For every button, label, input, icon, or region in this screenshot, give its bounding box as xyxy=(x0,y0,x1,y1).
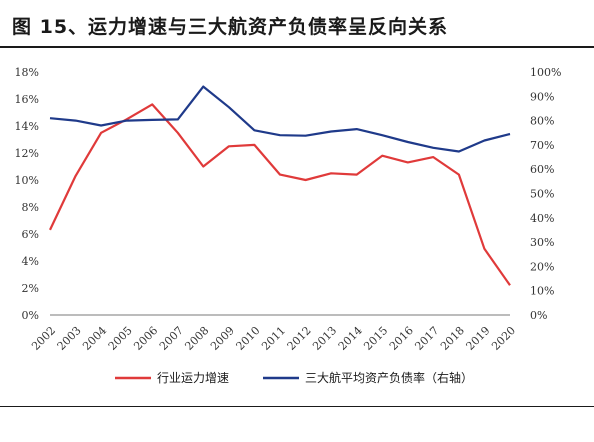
left-tick-label: 2% xyxy=(22,282,39,295)
x-tick-label: 2005 xyxy=(106,324,135,353)
legend-label-2: 三大航平均资产负债率（右轴） xyxy=(305,370,473,385)
x-tick-label: 2003 xyxy=(55,324,84,353)
x-tick-label: 2015 xyxy=(361,324,390,353)
left-tick-label: 18% xyxy=(15,66,39,79)
right-tick-label: 60% xyxy=(530,163,554,176)
right-tick-label: 90% xyxy=(530,90,554,103)
right-tick-label: 20% xyxy=(530,260,554,273)
left-tick-label: 14% xyxy=(15,120,39,133)
x-axis-ticks: 2002200320042005200620072008200920102011… xyxy=(29,324,518,353)
x-tick-label: 2004 xyxy=(80,324,109,353)
left-tick-label: 16% xyxy=(15,93,39,106)
left-tick-label: 10% xyxy=(15,174,39,187)
right-tick-label: 40% xyxy=(530,212,554,225)
x-tick-label: 2011 xyxy=(259,324,288,353)
bottom-divider xyxy=(0,406,594,407)
x-tick-label: 2020 xyxy=(489,324,518,353)
series-line-2 xyxy=(49,85,511,153)
x-tick-label: 2010 xyxy=(234,324,263,353)
x-tick-label: 2014 xyxy=(336,324,365,353)
left-tick-label: 4% xyxy=(22,255,39,268)
right-tick-label: 100% xyxy=(530,66,561,79)
x-tick-label: 2008 xyxy=(182,324,211,353)
x-tick-label: 2019 xyxy=(464,324,493,353)
series-line-1 xyxy=(49,103,511,286)
right-tick-label: 70% xyxy=(530,139,554,152)
x-tick-label: 2002 xyxy=(29,324,58,353)
legend: 行业运力增速 三大航平均资产负债率（右轴） xyxy=(115,370,473,385)
right-axis-ticks: 0% 10% 20% 30% 40% 50% 60% 70% 80% 90% 100% xyxy=(530,66,561,322)
x-tick-label: 2017 xyxy=(412,324,441,353)
x-tick-label: 2013 xyxy=(310,324,339,353)
x-tick-label: 2007 xyxy=(157,324,186,353)
right-tick-label: 50% xyxy=(530,188,554,201)
x-tick-label: 2016 xyxy=(387,324,416,353)
right-tick-label: 30% xyxy=(530,236,554,249)
left-tick-label: 12% xyxy=(15,147,39,160)
x-tick-label: 2006 xyxy=(131,324,160,353)
x-tick-label: 2012 xyxy=(285,324,314,353)
right-tick-label: 10% xyxy=(530,285,554,298)
left-tick-label: 0% xyxy=(22,309,39,322)
left-tick-label: 6% xyxy=(22,228,39,241)
title-divider xyxy=(0,46,594,48)
x-tick-label: 2018 xyxy=(438,324,467,353)
legend-label-1: 行业运力增速 xyxy=(157,371,229,385)
left-axis-ticks: 0% 2% 4% 6% 8% 10% 12% 14% 16% 18% xyxy=(15,66,39,322)
chart-title: 图 15、运力增速与三大航资产负债率呈反向关系 xyxy=(12,16,449,38)
right-tick-label: 80% xyxy=(530,115,554,128)
right-tick-label: 0% xyxy=(530,309,547,322)
series-lines xyxy=(49,85,511,286)
x-tick-label: 2009 xyxy=(208,324,237,353)
left-tick-label: 8% xyxy=(22,201,39,214)
